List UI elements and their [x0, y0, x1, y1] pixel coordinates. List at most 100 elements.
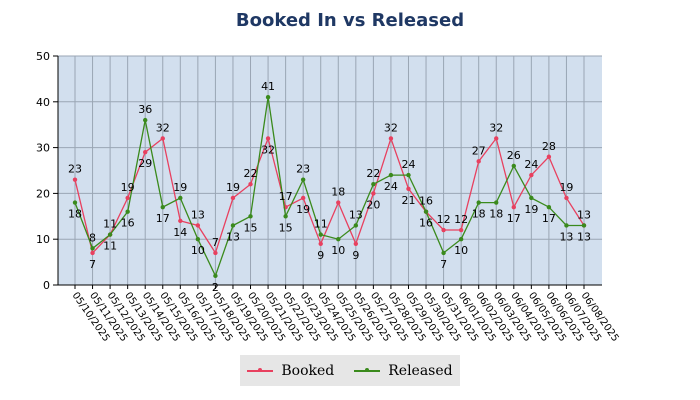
data-label-released: 10 [191, 244, 205, 257]
data-point-booked [476, 159, 481, 164]
data-label-booked: 19 [121, 181, 135, 194]
y-tick-label-0: 0 [43, 279, 50, 292]
data-point-released [581, 223, 587, 228]
data-label-booked: 11 [103, 218, 117, 231]
data-label-booked: 16 [419, 195, 433, 208]
data-label-released: 13 [577, 230, 591, 243]
data-label-released: 16 [419, 217, 433, 230]
data-point-booked [406, 186, 411, 192]
data-point-released [441, 250, 446, 256]
data-label-booked: 32 [261, 143, 275, 156]
data-point-released [564, 223, 569, 228]
data-point-booked [441, 227, 446, 233]
data-label-released: 19 [524, 203, 538, 216]
legend-label-booked: Booked [281, 362, 335, 379]
data-label-booked: 17 [507, 212, 521, 225]
data-point-released [318, 232, 323, 237]
data-point-booked [265, 136, 271, 141]
data-label-booked: 19 [296, 203, 310, 216]
data-label-released: 15 [244, 221, 258, 234]
data-label-released: 10 [454, 244, 468, 257]
y-tick-label-50: 50 [36, 50, 50, 63]
data-label-booked: 23 [68, 163, 82, 176]
series-line-released [74, 97, 584, 278]
data-point-booked [90, 250, 95, 256]
y-tick-label-10: 10 [36, 233, 50, 246]
data-label-released: 15 [279, 221, 293, 234]
data-point-released [546, 204, 552, 210]
legend-swatch-booked [247, 368, 274, 372]
data-point-booked [195, 223, 201, 228]
data-label-booked: 14 [173, 226, 187, 239]
data-label-released: 26 [507, 149, 521, 162]
data-label-released: 11 [314, 218, 328, 231]
legend-entry-booked: Booked [247, 363, 334, 379]
data-point-released [511, 163, 516, 169]
data-label-booked: 12 [454, 213, 468, 226]
data-point-released [265, 95, 271, 100]
data-label-booked: 32 [489, 121, 503, 134]
legend-entry-released: Released [354, 362, 453, 379]
data-point-released [406, 172, 411, 178]
data-point-booked [160, 136, 165, 141]
data-point-released [178, 195, 183, 201]
data-label-released: 19 [173, 181, 187, 194]
data-point-released [458, 237, 464, 242]
data-point-booked [125, 195, 130, 201]
data-label-released: 13 [349, 208, 363, 221]
data-label-released: 13 [559, 230, 573, 243]
series-lines [72, 95, 587, 279]
data-point-booked [300, 195, 306, 201]
data-point-released [476, 200, 481, 205]
data-point-released [494, 200, 499, 205]
legend-label-released: Released [388, 362, 453, 379]
y-tick-label-30: 30 [36, 142, 50, 155]
data-label-released: 11 [103, 240, 117, 253]
series-line-booked [74, 136, 585, 255]
data-label-booked: 9 [352, 249, 359, 262]
data-point-released [90, 246, 95, 251]
data-point-booked [230, 195, 236, 201]
data-point-released [353, 223, 359, 228]
data-point-released [529, 195, 534, 201]
data-point-booked [546, 154, 552, 159]
data-point-released [336, 237, 341, 242]
data-point-booked [511, 204, 516, 210]
data-point-booked [248, 182, 253, 187]
data-label-booked: 7 [89, 258, 96, 271]
data-label-released: 7 [440, 258, 447, 271]
data-label-booked: 18 [331, 186, 345, 199]
data-label-booked: 12 [437, 213, 451, 226]
data-point-booked [494, 136, 499, 141]
plot-area [58, 56, 602, 285]
data-point-released [213, 273, 218, 279]
data-point-released [300, 177, 306, 182]
data-point-released [230, 223, 236, 228]
data-label-booked: 19 [559, 181, 573, 194]
data-label-booked: 9 [317, 249, 324, 262]
data-label-released: 36 [138, 103, 152, 116]
data-label-released: 16 [121, 217, 135, 230]
data-label-booked: 13 [577, 208, 591, 221]
data-point-booked [318, 241, 323, 246]
data-label-booked: 13 [191, 208, 205, 221]
data-point-released [195, 237, 201, 242]
data-label-released: 24 [401, 158, 415, 171]
data-point-released [72, 200, 78, 205]
y-tick-label-40: 40 [36, 96, 50, 109]
data-point-booked [353, 241, 359, 246]
y-tick-label-20: 20 [36, 187, 50, 200]
data-label-booked: 20 [366, 198, 380, 211]
data-point-released [423, 209, 429, 214]
legend-swatch-released [354, 368, 381, 372]
data-label-released: 18 [489, 208, 503, 221]
data-point-released [371, 182, 376, 187]
data-point-booked [72, 177, 78, 182]
legend: Booked Released [240, 355, 460, 386]
data-label-released: 2 [212, 281, 219, 294]
grid-lines [58, 55, 602, 285]
data-label-booked: 21 [401, 194, 415, 207]
data-point-released [160, 204, 165, 210]
data-label-released: 8 [89, 231, 96, 244]
